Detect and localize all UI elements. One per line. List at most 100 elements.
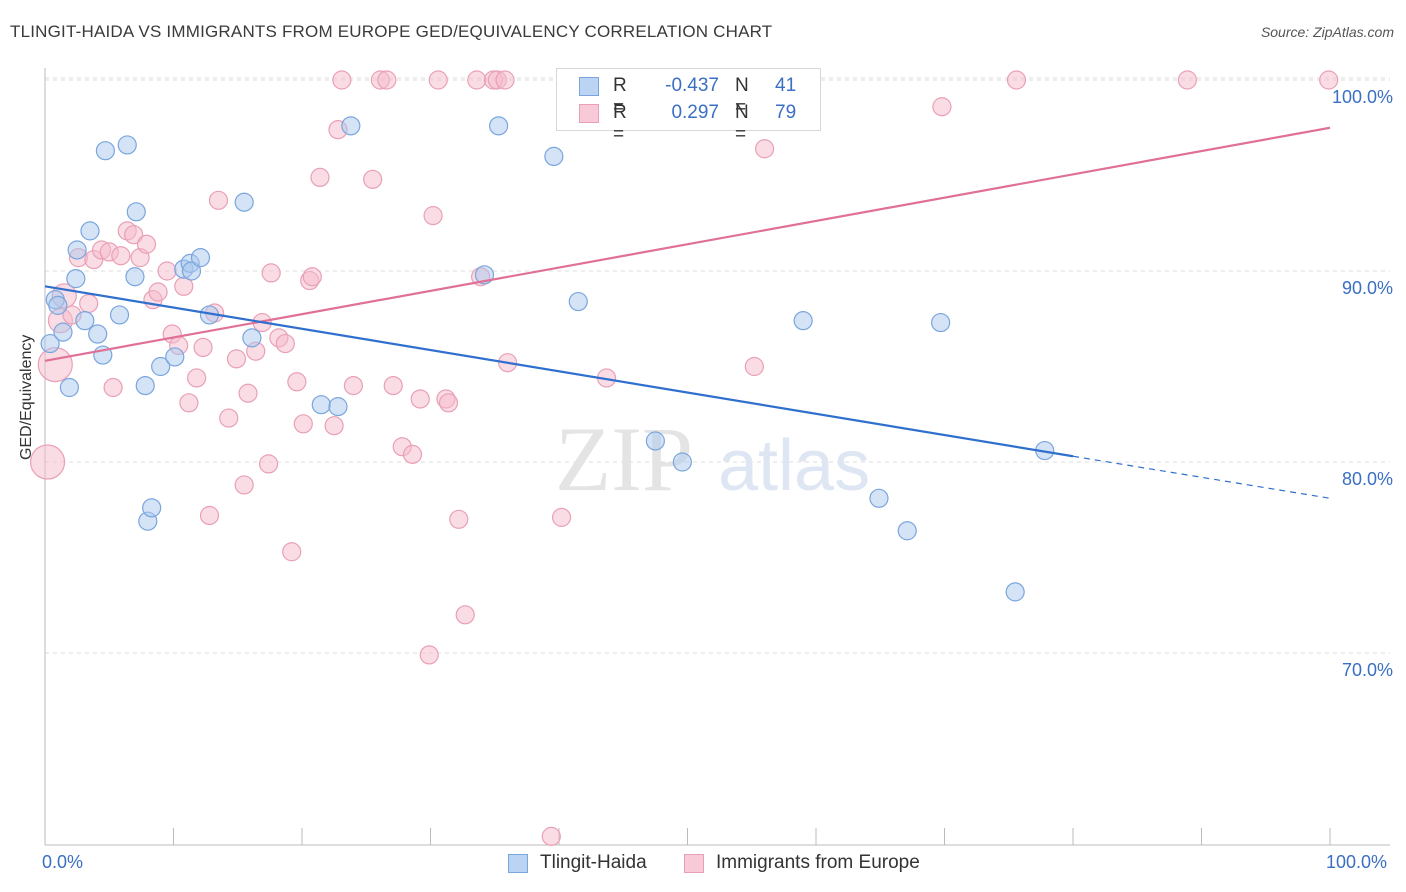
data-point-tlingit: [53, 322, 73, 342]
data-point-immigrants: [124, 225, 144, 245]
data-point-tlingit: [40, 333, 60, 354]
data-point-tlingit: [126, 202, 146, 222]
data-point-immigrants: [103, 377, 123, 398]
data-point-immigrants: [377, 70, 397, 90]
data-point-tlingit: [869, 488, 889, 508]
watermark-zip: ZIP: [555, 408, 693, 510]
data-point-tlingit: [109, 305, 130, 325]
legend-label-tlingit: Tlingit-Haida: [540, 852, 647, 873]
data-point-tlingit: [125, 267, 145, 287]
series-immigrants-points: [29, 70, 1339, 846]
data-point-immigrants: [193, 337, 213, 357]
legend-r-label: R =: [613, 75, 627, 118]
data-point-immigrants: [455, 605, 475, 625]
source-label: Source: ZipAtlas.com: [1260, 24, 1394, 40]
data-point-tlingit: [190, 248, 211, 268]
legend-r-label: R =: [613, 102, 627, 145]
data-point-immigrants: [423, 206, 443, 226]
legend-swatch-blue: [579, 77, 599, 96]
data-point-immigrants: [1177, 70, 1197, 90]
legend-n-label: N =: [735, 75, 749, 118]
legend-swatch-pink: [684, 854, 704, 873]
data-point-tlingit: [234, 192, 254, 212]
data-point-immigrants: [261, 263, 281, 283]
data-point-immigrants: [136, 234, 157, 254]
data-point-tlingit: [568, 291, 588, 312]
y-axis-title: GED/Equivalency: [18, 334, 35, 460]
y-tick-label: 90.0%: [1341, 278, 1393, 298]
series-tlingit-points: [40, 116, 1055, 602]
data-point-tlingit: [931, 312, 951, 333]
data-point-tlingit: [142, 498, 162, 518]
data-point-immigrants: [79, 293, 99, 314]
data-point-immigrants: [467, 70, 487, 90]
data-point-immigrants: [29, 444, 66, 480]
data-point-immigrants: [234, 475, 254, 495]
data-point-tlingit: [48, 295, 68, 315]
legend-swatch-pink: [579, 104, 599, 123]
y-tick-label: 70.0%: [1341, 660, 1393, 680]
data-point-tlingit: [1005, 582, 1025, 602]
data-point-tlingit: [95, 141, 115, 161]
data-point-immigrants: [495, 70, 515, 90]
data-point-immigrants: [402, 444, 423, 464]
legend-label-immigrants: Immigrants from Europe: [716, 852, 920, 873]
data-point-immigrants: [187, 368, 207, 388]
data-point-immigrants: [1006, 70, 1027, 90]
data-point-tlingit: [793, 311, 813, 331]
data-point-immigrants: [310, 167, 330, 188]
data-point-immigrants: [754, 139, 775, 159]
data-point-immigrants: [332, 70, 352, 90]
data-point-immigrants: [293, 414, 313, 434]
data-point-immigrants: [208, 190, 229, 210]
data-point-tlingit: [117, 135, 137, 155]
data-point-immigrants: [111, 246, 131, 266]
data-point-tlingit: [181, 261, 202, 281]
data-point-immigrants: [302, 267, 322, 287]
data-point-tlingit: [151, 356, 171, 377]
grid-lines: [45, 77, 1390, 654]
data-point-immigrants: [282, 542, 302, 562]
trend-line-immigrants: [44, 126, 1331, 362]
data-point-immigrants: [541, 826, 561, 846]
data-point-immigrants: [438, 393, 459, 413]
legend-n-label: N =: [735, 102, 749, 145]
data-point-tlingit: [544, 146, 564, 166]
data-point-immigrants: [238, 383, 258, 403]
legend-n-value: 79: [775, 102, 797, 123]
data-point-tlingit: [328, 397, 348, 417]
stats-legend: R = -0.437 N = 41 R = 0.297 N = 79: [556, 68, 821, 145]
data-point-immigrants: [383, 376, 403, 396]
watermark: ZIP atlas: [555, 408, 870, 510]
trend-line-tlingit-extension: [1072, 455, 1331, 499]
data-point-immigrants: [148, 282, 168, 302]
trend-line-tlingit: [44, 285, 1074, 458]
data-point-immigrants: [226, 349, 247, 369]
data-point-immigrants: [1319, 70, 1339, 90]
data-point-tlingit: [75, 311, 95, 331]
data-point-immigrants: [199, 505, 220, 526]
watermark-atlas: atlas: [718, 426, 870, 506]
data-point-tlingit: [242, 328, 262, 348]
data-point-tlingit: [489, 116, 509, 136]
y-tick-label: 80.0%: [1341, 469, 1393, 489]
data-point-immigrants: [449, 509, 469, 529]
data-point-immigrants: [179, 393, 199, 413]
data-point-immigrants: [157, 261, 177, 281]
legend-r-value: 0.297: [671, 102, 719, 123]
trend-lines: [44, 126, 1331, 499]
data-point-immigrants: [428, 70, 448, 90]
data-point-tlingit: [165, 347, 185, 367]
legend-n-value: 41: [775, 75, 797, 96]
data-point-immigrants: [343, 376, 363, 396]
data-point-immigrants: [551, 507, 572, 527]
chart-title: TLINGIT-HAIDA VS IMMIGRANTS FROM EUROPE …: [10, 22, 773, 41]
data-point-tlingit: [67, 240, 87, 260]
data-point-immigrants: [419, 645, 439, 665]
data-point-tlingit: [897, 521, 917, 541]
data-point-immigrants: [744, 356, 764, 377]
y-tick-label: 100.0%: [1331, 87, 1393, 107]
data-point-tlingit: [341, 116, 361, 136]
data-point-tlingit: [672, 452, 692, 472]
